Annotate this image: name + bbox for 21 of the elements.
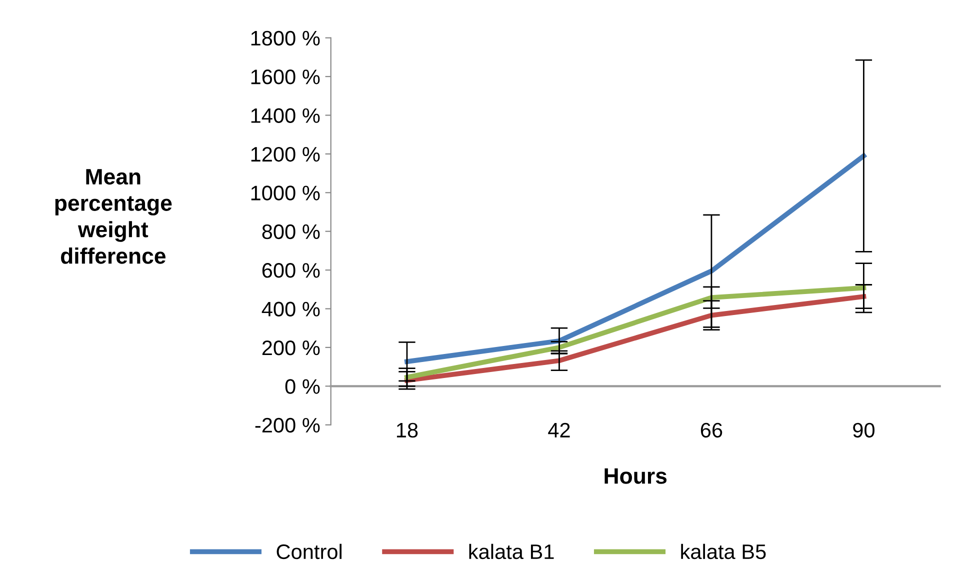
y-tick-label: 1800 % <box>251 30 320 46</box>
legend-label: kalata B5 <box>681 544 766 560</box>
y-tick-label: 200 % <box>262 340 320 356</box>
y-tick-label: 1400 % <box>251 108 320 123</box>
y-tick-label: 600 % <box>262 263 320 278</box>
legend-label: kalata B1 <box>469 544 554 560</box>
y-tick-label: 400 % <box>262 302 320 317</box>
y-tick-label: 0 % <box>285 379 320 394</box>
y-tick-label: 1200 % <box>251 146 320 162</box>
y-tick-label: 800 % <box>262 224 320 240</box>
x-tick-label: 18 <box>396 422 418 438</box>
y-tick-label: -200 % <box>255 418 320 433</box>
y-axis-title: Mean percentage weight difference <box>55 169 172 264</box>
line-series <box>404 153 866 364</box>
x-tick-label: 66 <box>700 422 722 438</box>
legend-label: Control <box>276 544 342 560</box>
x-axis-title: Hours <box>604 468 667 484</box>
y-tick-label: 1000 % <box>251 186 320 200</box>
y-tick-label: 1600 % <box>251 70 320 84</box>
x-tick-label: 42 <box>548 422 570 438</box>
x-tick-label: 90 <box>853 422 874 438</box>
